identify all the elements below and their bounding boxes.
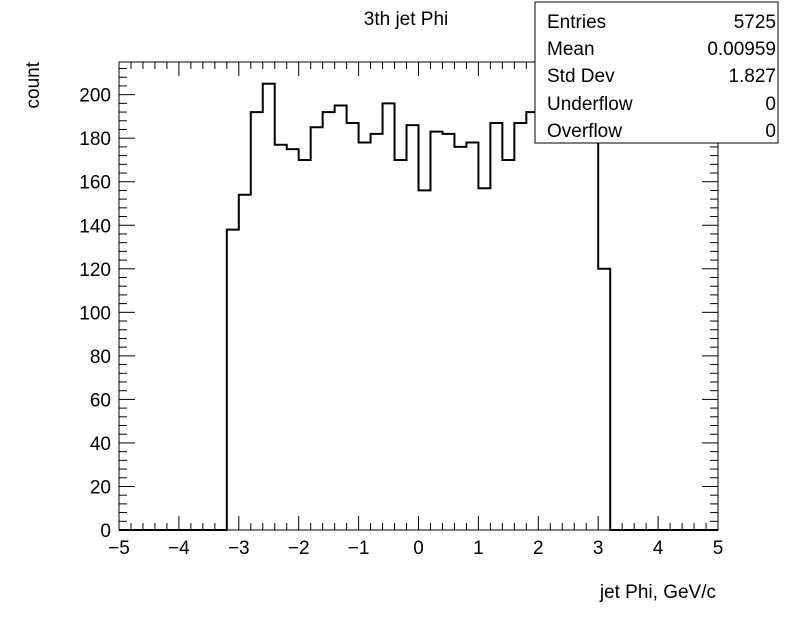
y-tick-label: 180 xyxy=(79,129,111,150)
x-tick-label: −1 xyxy=(348,538,370,559)
x-tick-label: −5 xyxy=(108,538,130,559)
stats-label-mean: Mean xyxy=(547,39,595,60)
x-tick-label: −3 xyxy=(228,538,250,559)
x-tick-label: 5 xyxy=(713,538,724,559)
histogram-line xyxy=(119,82,718,531)
y-tick-labels: 0 20 40 60 80 100 120 140 160 180 200 xyxy=(79,86,111,542)
y-tick-label: 20 xyxy=(90,477,111,498)
stats-value-stddev: 1.827 xyxy=(728,66,776,87)
y-tick-label: 100 xyxy=(79,303,111,324)
x-tick-label: 4 xyxy=(653,538,664,559)
chart-title: 3th jet Phi xyxy=(364,9,449,30)
y-tick-label: 120 xyxy=(79,260,111,281)
x-axis-label: jet Phi, GeV/c xyxy=(599,582,716,603)
x-tick-label: −2 xyxy=(288,538,310,559)
y-axis-label: count xyxy=(23,61,44,108)
axis-ticks xyxy=(118,62,719,531)
x-tick-label: 0 xyxy=(413,538,424,559)
stats-label-overflow: Overflow xyxy=(547,121,622,142)
y-tick-label: 200 xyxy=(79,86,111,107)
y-tick-label: 160 xyxy=(79,173,111,194)
stats-value-mean: 0.00959 xyxy=(707,39,776,60)
x-tick-labels: −5 −4 −3 −2 −1 0 1 2 3 4 5 xyxy=(108,538,723,559)
x-tick-label: 1 xyxy=(473,538,484,559)
stats-label-stddev: Std Dev xyxy=(547,66,615,87)
stats-value-underflow: 0 xyxy=(765,94,776,115)
stats-label-underflow: Underflow xyxy=(547,94,633,115)
x-tick-label: 3 xyxy=(593,538,604,559)
stats-label-entries: Entries xyxy=(547,12,606,33)
y-tick-label: 140 xyxy=(79,216,111,237)
x-tick-label: 2 xyxy=(533,538,544,559)
y-tick-label: 80 xyxy=(90,347,111,368)
stats-value-entries: 5725 xyxy=(734,12,776,33)
y-tick-label: 40 xyxy=(90,434,111,455)
y-tick-label: 0 xyxy=(100,521,111,542)
x-tick-label: −4 xyxy=(168,538,190,559)
stats-value-overflow: 0 xyxy=(765,121,776,142)
y-tick-label: 60 xyxy=(90,390,111,411)
stats-box: Entries 5725 Mean 0.00959 Std Dev 1.827 … xyxy=(534,1,779,144)
